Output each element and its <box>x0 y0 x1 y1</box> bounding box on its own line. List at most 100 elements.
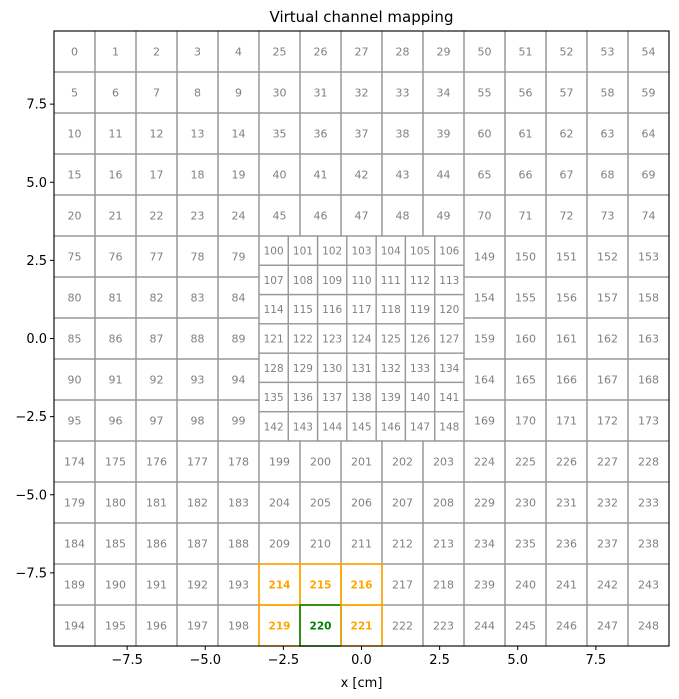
channel-label-136: 136 <box>293 392 313 404</box>
channel-label-146: 146 <box>381 421 401 433</box>
channel-label-81: 81 <box>109 292 123 305</box>
channel-label-118: 118 <box>381 304 401 316</box>
channel-label-70: 70 <box>478 210 492 223</box>
channel-label-62: 62 <box>560 128 574 141</box>
channel-label-184: 184 <box>64 538 85 551</box>
channel-label-56: 56 <box>519 87 533 100</box>
channel-label-103: 103 <box>351 246 371 258</box>
channel-label-29: 29 <box>437 46 451 59</box>
channel-label-60: 60 <box>478 128 492 141</box>
channel-label-18: 18 <box>191 169 205 182</box>
channel-label-34: 34 <box>437 87 451 100</box>
x-tick-label: 7.5 <box>586 653 607 668</box>
channel-label-168: 168 <box>638 374 659 387</box>
channel-label-27: 27 <box>355 46 369 59</box>
channel-label-152: 152 <box>597 251 618 264</box>
channel-label-189: 189 <box>64 579 85 592</box>
channel-label-51: 51 <box>519 46 533 59</box>
channel-label-116: 116 <box>322 304 342 316</box>
channel-label-231: 231 <box>556 497 577 510</box>
channel-label-191: 191 <box>146 579 167 592</box>
channel-label-90: 90 <box>68 374 82 387</box>
channel-label-38: 38 <box>396 128 410 141</box>
channel-label-2: 2 <box>153 46 160 59</box>
channel-label-225: 225 <box>515 456 536 469</box>
channel-label-52: 52 <box>560 46 574 59</box>
channel-label-171: 171 <box>556 415 577 428</box>
channel-label-31: 31 <box>314 87 328 100</box>
channel-label-107: 107 <box>264 275 284 287</box>
channel-label-13: 13 <box>191 128 205 141</box>
channel-label-55: 55 <box>478 87 492 100</box>
channel-label-40: 40 <box>273 169 287 182</box>
channel-label-57: 57 <box>560 87 574 100</box>
channel-label-77: 77 <box>150 251 164 264</box>
axis-ticks: −7.5 −5.0 −2.5 0.0 2.5 5.0 7.5 −7.5 −5.0 −2.5 0.0 2… <box>15 98 606 668</box>
channel-label-101: 101 <box>293 246 313 258</box>
channel-label-110: 110 <box>351 275 371 287</box>
channel-label-216: 216 <box>351 580 373 592</box>
channel-label-19: 19 <box>232 169 246 182</box>
channel-label-25: 25 <box>273 46 287 59</box>
channel-label-248: 248 <box>638 620 659 633</box>
channel-label-203: 203 <box>433 456 454 469</box>
axes-frame <box>53 30 670 647</box>
channel-label-48: 48 <box>396 210 410 223</box>
channel-label-8: 8 <box>194 87 201 100</box>
channel-label-229: 229 <box>474 497 495 510</box>
channel-label-243: 243 <box>638 579 659 592</box>
channel-label-242: 242 <box>597 579 618 592</box>
channel-label-120: 120 <box>439 304 459 316</box>
channel-label-82: 82 <box>150 292 164 305</box>
channel-label-126: 126 <box>410 333 430 345</box>
x-tick-label: −7.5 <box>111 653 143 668</box>
y-tick-label: 2.5 <box>26 254 47 269</box>
channel-label-92: 92 <box>150 374 164 387</box>
channel-label-176: 176 <box>146 456 167 469</box>
channel-label-44: 44 <box>437 169 451 182</box>
channel-label-213: 213 <box>433 538 454 551</box>
channel-label-186: 186 <box>146 538 167 551</box>
channel-label-106: 106 <box>439 246 459 258</box>
cell-grid: 0 1 2 3 4 25 26 27 28 29 50 51 52 53 545 6 7 8 9 30 31 32 33 34… <box>53 30 670 647</box>
channel-label-137: 137 <box>322 392 342 404</box>
channel-label-15: 15 <box>68 169 82 182</box>
channel-label-22: 22 <box>150 210 164 223</box>
channel-label-233: 233 <box>638 497 659 510</box>
channel-label-71: 71 <box>519 210 533 223</box>
channel-label-86: 86 <box>109 333 123 346</box>
channel-label-36: 36 <box>314 128 328 141</box>
channel-label-174: 174 <box>64 456 85 469</box>
channel-label-54: 54 <box>642 46 656 59</box>
channel-label-150: 150 <box>515 251 536 264</box>
channel-label-221: 221 <box>351 621 373 633</box>
channel-label-96: 96 <box>109 415 123 428</box>
channel-label-194: 194 <box>64 620 85 633</box>
channel-label-195: 195 <box>105 620 126 633</box>
channel-label-210: 210 <box>310 538 331 551</box>
channel-label-46: 46 <box>314 210 328 223</box>
channel-label-199: 199 <box>269 456 290 469</box>
channel-label-151: 151 <box>556 251 577 264</box>
channel-label-211: 211 <box>351 538 372 551</box>
channel-label-192: 192 <box>187 579 208 592</box>
channel-label-87: 87 <box>150 333 164 346</box>
channel-label-117: 117 <box>351 304 371 316</box>
channel-label-214: 214 <box>269 580 291 592</box>
channel-label-238: 238 <box>638 538 659 551</box>
channel-label-144: 144 <box>322 421 342 433</box>
channel-label-207: 207 <box>392 497 413 510</box>
channel-label-143: 143 <box>293 421 313 433</box>
channel-label-100: 100 <box>264 246 284 258</box>
channel-label-30: 30 <box>273 87 287 100</box>
x-tick-label: 0.0 <box>351 653 372 668</box>
channel-label-205: 205 <box>310 497 331 510</box>
y-tick-label: 5.0 <box>26 176 47 191</box>
channel-label-121: 121 <box>264 333 284 345</box>
channel-label-158: 158 <box>638 292 659 305</box>
channel-label-115: 115 <box>293 304 313 316</box>
channel-label-23: 23 <box>191 210 205 223</box>
channel-label-99: 99 <box>232 415 246 428</box>
channel-label-28: 28 <box>396 46 410 59</box>
channel-label-104: 104 <box>381 246 401 258</box>
